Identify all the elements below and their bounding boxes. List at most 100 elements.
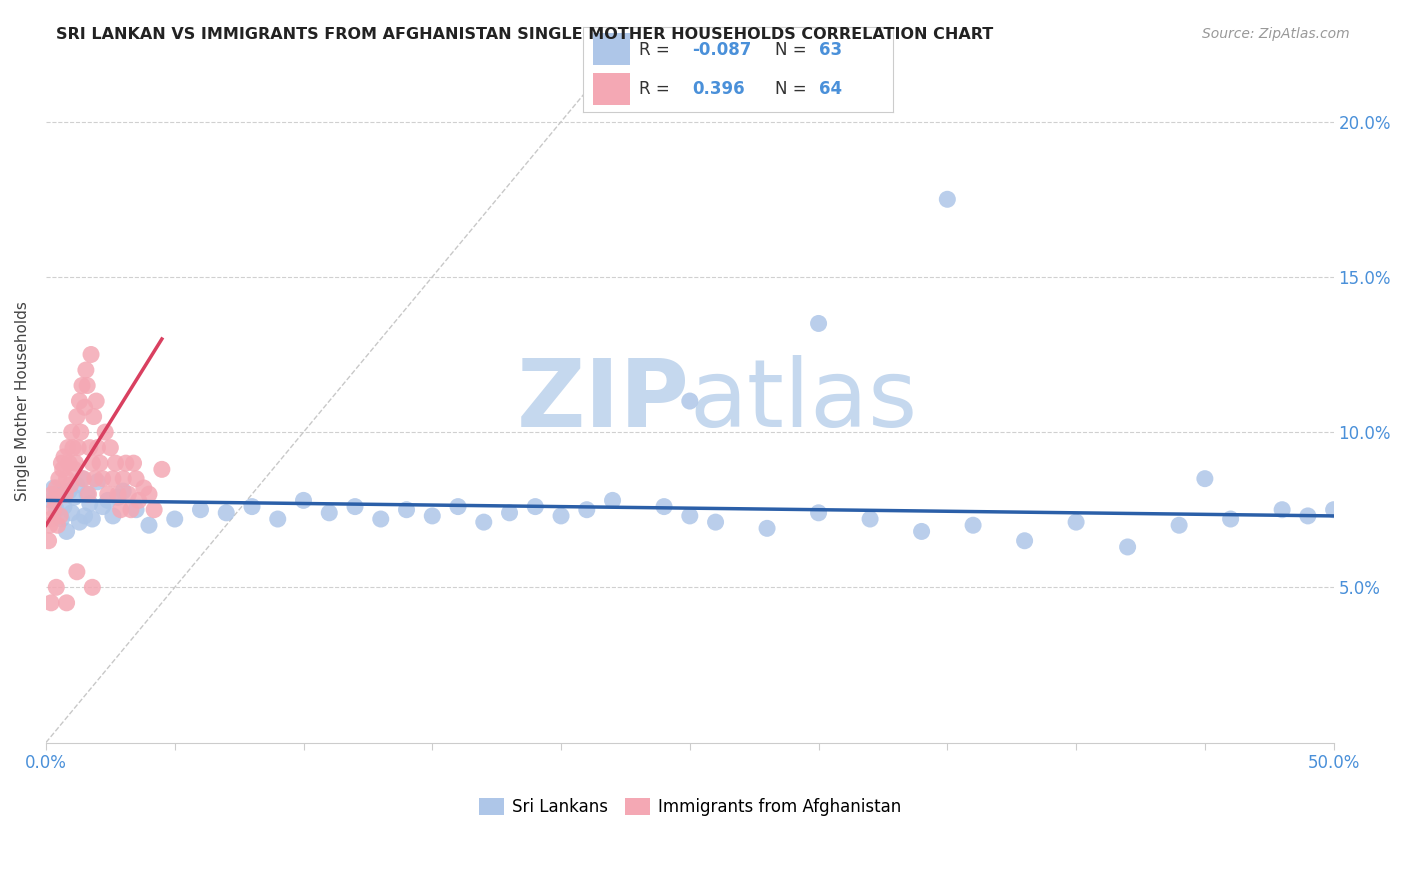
- Point: [51, 456, 73, 470]
- Text: atlas: atlas: [690, 355, 918, 447]
- Point: [86, 441, 108, 455]
- Point: [1219, 512, 1241, 526]
- Point: [77, 487, 100, 501]
- Point: [143, 502, 166, 516]
- Point: [910, 524, 932, 539]
- Point: [49, 508, 72, 523]
- Text: Source: ZipAtlas.com: Source: ZipAtlas.com: [1202, 27, 1350, 41]
- Point: [53, 500, 76, 514]
- Point: [83, 472, 105, 486]
- Point: [58, 484, 80, 499]
- Point: [84, 394, 107, 409]
- FancyBboxPatch shape: [593, 72, 630, 104]
- Point: [55, 596, 77, 610]
- Point: [45, 502, 67, 516]
- Point: [63, 491, 86, 505]
- Point: [112, 472, 135, 486]
- Point: [91, 500, 114, 514]
- Point: [69, 425, 91, 439]
- Point: [107, 487, 129, 501]
- Point: [65, 456, 87, 470]
- Point: [48, 472, 70, 486]
- Point: [267, 512, 290, 526]
- Point: [45, 580, 67, 594]
- Point: [42, 502, 65, 516]
- Point: [1194, 472, 1216, 486]
- Point: [550, 508, 572, 523]
- Point: [318, 506, 340, 520]
- Point: [79, 496, 101, 510]
- Text: SRI LANKAN VS IMMIGRANTS FROM AFGHANISTAN SINGLE MOTHER HOUSEHOLDS CORRELATION C: SRI LANKAN VS IMMIGRANTS FROM AFGHANISTA…: [56, 27, 994, 42]
- Point: [76, 378, 98, 392]
- Point: [66, 565, 89, 579]
- Point: [69, 515, 91, 529]
- Point: [190, 502, 212, 516]
- Point: [120, 502, 142, 516]
- Point: [72, 472, 94, 486]
- Point: [395, 502, 418, 516]
- Text: R =: R =: [640, 41, 675, 59]
- Point: [679, 394, 702, 409]
- Point: [55, 524, 77, 539]
- Point: [97, 487, 120, 501]
- Point: [45, 481, 67, 495]
- Point: [67, 441, 90, 455]
- Point: [107, 491, 129, 505]
- Text: R =: R =: [640, 79, 675, 97]
- Point: [97, 493, 120, 508]
- Point: [48, 487, 70, 501]
- Point: [104, 456, 127, 470]
- Text: 64: 64: [818, 79, 842, 97]
- Point: [53, 487, 76, 501]
- Point: [55, 472, 77, 486]
- Point: [138, 487, 160, 501]
- Point: [101, 508, 124, 523]
- Point: [292, 493, 315, 508]
- Point: [39, 512, 62, 526]
- Point: [420, 508, 443, 523]
- Text: 63: 63: [818, 41, 842, 59]
- Point: [1168, 518, 1191, 533]
- Point: [122, 456, 145, 470]
- Point: [125, 502, 148, 516]
- Y-axis label: Single Mother Households: Single Mother Households: [15, 301, 30, 501]
- Point: [98, 441, 121, 455]
- Point: [70, 472, 93, 486]
- Point: [39, 596, 62, 610]
- Text: ZIP: ZIP: [517, 355, 690, 447]
- Point: [89, 456, 111, 470]
- Point: [807, 317, 830, 331]
- Point: [82, 580, 104, 594]
- Point: [60, 425, 83, 439]
- Point: [70, 378, 93, 392]
- Text: N =: N =: [775, 41, 813, 59]
- Point: [38, 533, 60, 548]
- Point: [652, 500, 675, 514]
- Point: [46, 518, 69, 533]
- Point: [343, 500, 366, 514]
- Point: [69, 394, 91, 409]
- Point: [62, 441, 84, 455]
- Point: [602, 493, 624, 508]
- Point: [807, 506, 830, 520]
- Point: [91, 472, 114, 486]
- Text: N =: N =: [775, 79, 813, 97]
- Point: [138, 518, 160, 533]
- Point: [44, 493, 66, 508]
- Point: [59, 478, 82, 492]
- Point: [101, 472, 124, 486]
- Point: [75, 363, 97, 377]
- Point: [80, 347, 103, 361]
- Point: [83, 409, 105, 424]
- Point: [1014, 533, 1036, 548]
- Point: [1296, 508, 1319, 523]
- Point: [110, 502, 132, 516]
- Point: [132, 481, 155, 495]
- Point: [125, 472, 148, 486]
- Point: [163, 512, 186, 526]
- Point: [73, 401, 96, 415]
- Point: [76, 487, 98, 501]
- Point: [962, 518, 984, 533]
- Point: [38, 518, 60, 533]
- Point: [112, 484, 135, 499]
